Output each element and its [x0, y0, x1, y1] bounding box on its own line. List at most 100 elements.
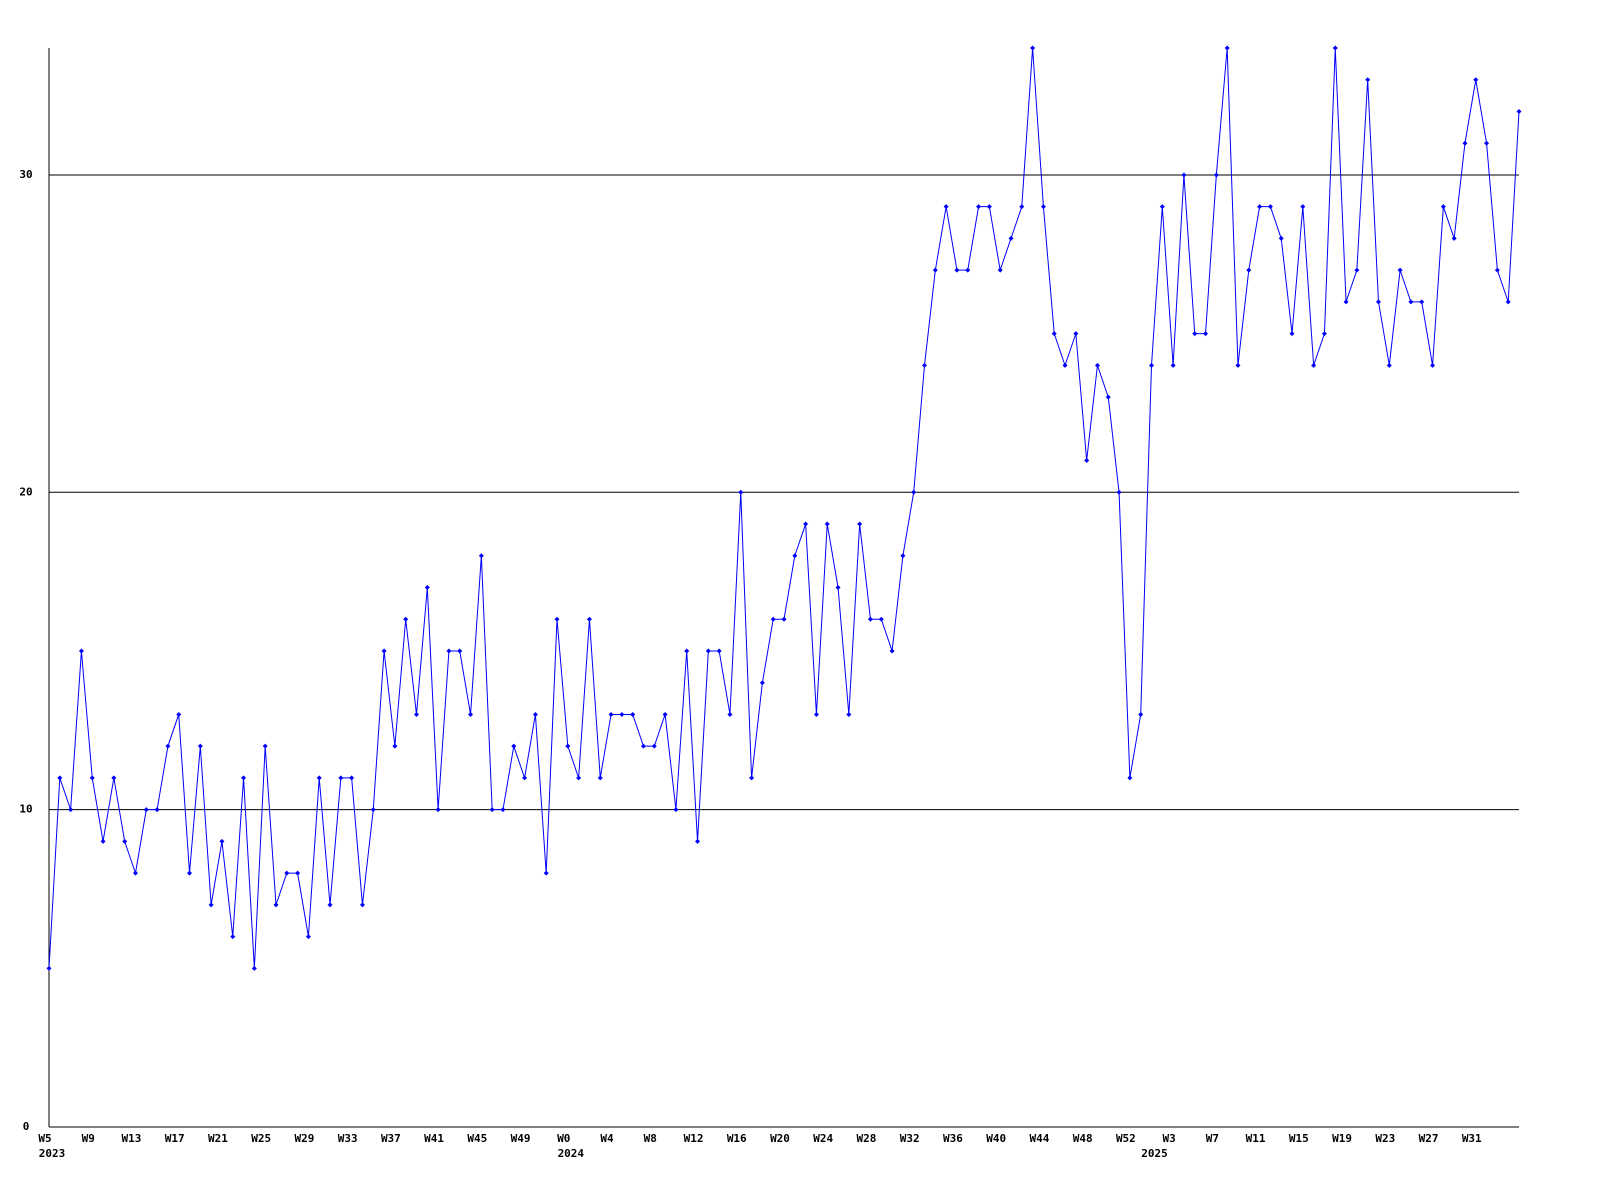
point-marker	[1246, 267, 1252, 273]
point-marker	[1462, 140, 1468, 146]
point-marker	[1116, 489, 1122, 495]
x-tick-label: W31	[1462, 1132, 1482, 1145]
point-marker	[597, 775, 603, 781]
point-marker	[1149, 362, 1154, 368]
point-marker	[1192, 331, 1198, 337]
x-tick-label: W17	[165, 1132, 185, 1145]
point-marker	[230, 934, 236, 940]
point-marker	[111, 775, 117, 781]
point-marker	[576, 775, 582, 781]
point-marker	[1354, 267, 1360, 273]
point-marker	[846, 711, 852, 717]
point-marker	[565, 743, 571, 749]
x-tick-label: W52	[1116, 1132, 1136, 1145]
year-label: 2024	[558, 1147, 585, 1160]
point-marker	[1494, 267, 1500, 273]
point-marker	[554, 616, 560, 622]
point-marker	[1062, 362, 1068, 368]
point-marker	[273, 902, 279, 908]
point-marker	[900, 553, 906, 559]
x-tick-label: W44	[1029, 1132, 1049, 1145]
point-marker	[284, 870, 290, 876]
x-tick-label: W5	[38, 1132, 51, 1145]
point-marker	[46, 965, 52, 971]
point-marker	[824, 521, 830, 527]
point-marker	[532, 711, 538, 717]
point-marker	[1332, 45, 1338, 51]
point-marker	[1008, 235, 1014, 241]
point-marker	[338, 775, 344, 781]
point-marker	[889, 648, 895, 654]
x-tick-label: W37	[381, 1132, 401, 1145]
point-marker	[770, 616, 776, 622]
x-tick-label: W28	[857, 1132, 877, 1145]
point-marker	[976, 204, 982, 210]
point-marker	[197, 743, 203, 749]
point-marker	[1019, 204, 1025, 210]
x-tick-label: W19	[1332, 1132, 1352, 1145]
point-marker	[1440, 204, 1446, 210]
point-marker	[1365, 77, 1371, 83]
x-tick-label: W9	[82, 1132, 95, 1145]
point-marker	[727, 711, 733, 717]
point-marker	[1343, 299, 1349, 305]
point-marker	[651, 743, 657, 749]
point-marker	[738, 489, 744, 495]
point-marker	[1159, 204, 1165, 210]
point-marker	[305, 934, 311, 940]
point-marker	[543, 870, 549, 876]
point-marker	[878, 616, 884, 622]
point-marker	[500, 807, 506, 813]
x-tick-label: W0	[557, 1132, 570, 1145]
point-marker	[359, 902, 365, 908]
point-marker	[695, 838, 701, 844]
point-marker	[792, 553, 798, 559]
point-marker	[1051, 331, 1057, 337]
point-marker	[176, 711, 182, 717]
x-tick-label: W4	[600, 1132, 614, 1145]
point-marker	[241, 775, 247, 781]
y-tick-label: 30	[19, 168, 32, 181]
point-marker	[511, 743, 517, 749]
x-tick-label: W20	[770, 1132, 790, 1145]
x-tick-label: W41	[424, 1132, 444, 1145]
x-tick-label: W40	[986, 1132, 1006, 1145]
point-marker	[392, 743, 398, 749]
point-marker	[57, 775, 63, 781]
x-tick-label: W15	[1289, 1132, 1309, 1145]
point-marker	[100, 838, 106, 844]
point-marker	[1484, 140, 1490, 146]
point-marker	[640, 743, 646, 749]
point-marker	[78, 648, 84, 654]
point-marker	[1127, 775, 1133, 781]
point-marker	[1278, 235, 1284, 241]
x-tick-label: W32	[900, 1132, 920, 1145]
point-marker	[781, 616, 787, 622]
point-marker	[1105, 394, 1111, 400]
x-tick-label: W7	[1206, 1132, 1219, 1145]
x-tick-label: W3	[1162, 1132, 1175, 1145]
point-marker	[132, 870, 138, 876]
point-marker	[1321, 331, 1327, 337]
x-tick-label: W12	[684, 1132, 704, 1145]
point-marker	[911, 489, 917, 495]
x-tick-label: W23	[1375, 1132, 1395, 1145]
x-tick-label: W33	[338, 1132, 358, 1145]
point-marker	[813, 711, 819, 717]
y-tick-label: 20	[19, 485, 32, 498]
point-marker	[489, 807, 495, 813]
point-marker	[208, 902, 214, 908]
point-marker	[446, 648, 452, 654]
point-marker	[716, 648, 722, 654]
point-marker	[749, 775, 755, 781]
point-marker	[1257, 204, 1263, 210]
point-marker	[986, 204, 992, 210]
point-marker	[154, 807, 160, 813]
x-tick-label: W16	[727, 1132, 747, 1145]
point-marker	[857, 521, 863, 527]
point-marker	[835, 585, 841, 590]
point-marker	[349, 775, 355, 781]
point-marker	[424, 585, 430, 590]
